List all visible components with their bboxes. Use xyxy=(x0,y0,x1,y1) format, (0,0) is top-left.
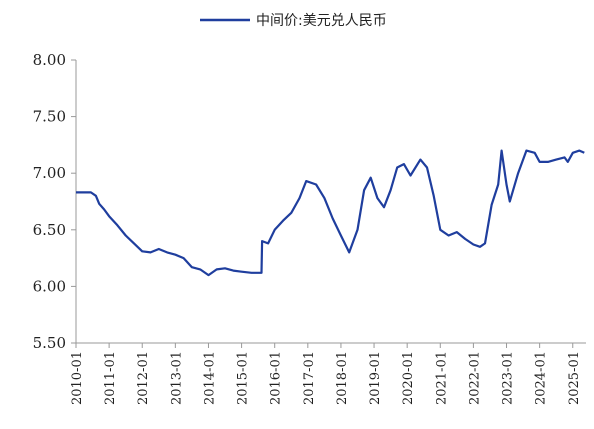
y-tick-label: 5.50 xyxy=(33,334,66,352)
x-tick-label: 2017-01 xyxy=(302,351,317,405)
x-tick-label: 2012-01 xyxy=(136,351,151,405)
series-line xyxy=(76,149,585,277)
x-tick-label: 2021-01 xyxy=(434,351,449,405)
x-tick-label: 2013-01 xyxy=(169,351,184,405)
x-tick-label: 2022-01 xyxy=(467,351,482,405)
legend-label: 中间价:美元兑人民币 xyxy=(256,13,387,29)
y-tick-label: 6.50 xyxy=(33,221,66,239)
x-tick-label: 2018-01 xyxy=(335,351,350,405)
y-axis: 5.50 6.00 6.50 7.00 7.50 8.00 xyxy=(33,51,77,352)
y-tick-label: 8.00 xyxy=(33,51,66,69)
x-tick-label: 2024-01 xyxy=(534,351,549,405)
y-tick-label: 6.00 xyxy=(33,277,66,295)
x-tick-label: 2015-01 xyxy=(236,351,251,405)
x-axis: 2010-01 2011-01 2012-01 2013-01 2014-01 2015-… xyxy=(70,342,586,405)
y-tick-label: 7.00 xyxy=(33,164,66,182)
y-tick-label: 7.50 xyxy=(33,108,66,126)
x-tick-label: 2016-01 xyxy=(269,351,284,405)
x-tick-label: 2020-01 xyxy=(401,351,416,405)
x-tick-label: 2010-01 xyxy=(70,351,85,405)
legend: 中间价:美元兑人民币 xyxy=(200,13,387,29)
x-tick-label: 2014-01 xyxy=(202,351,217,405)
x-tick-label: 2011-01 xyxy=(103,351,118,405)
x-tick-label: 2019-01 xyxy=(368,351,383,405)
x-tick-label: 2023-01 xyxy=(501,351,516,405)
x-tick-label: 2025-01 xyxy=(567,351,582,405)
